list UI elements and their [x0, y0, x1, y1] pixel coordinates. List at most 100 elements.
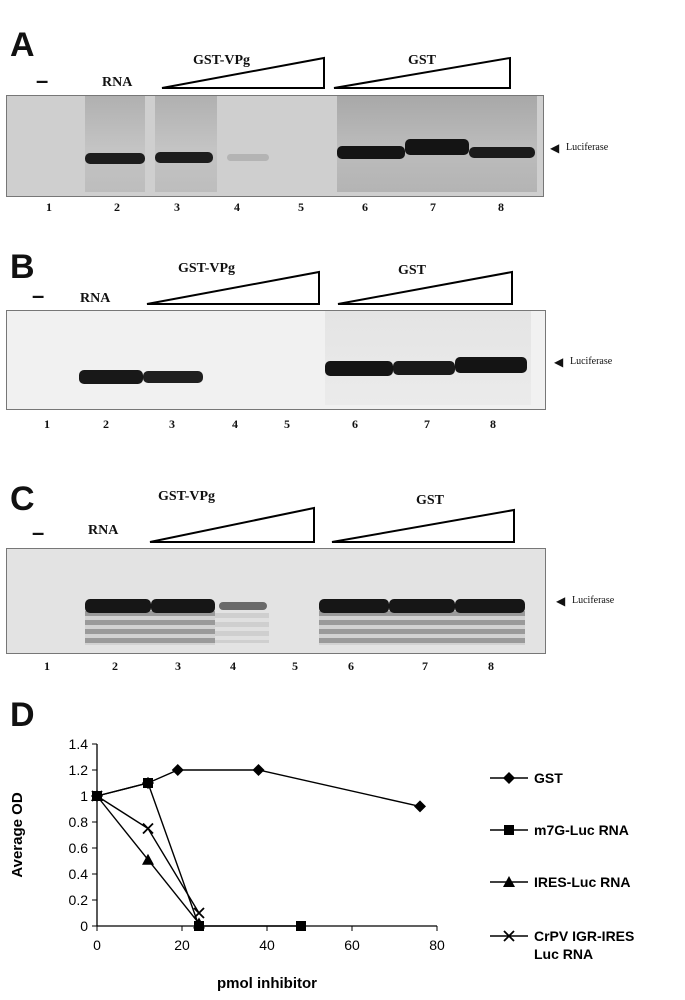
gel-band: [469, 147, 535, 158]
series-line-1: [96, 782, 301, 927]
gel-band: [85, 153, 145, 164]
x-tick-label: 60: [344, 937, 360, 953]
lane-number: 7: [430, 200, 436, 214]
lane-number: 6: [348, 659, 354, 673]
data-point: [193, 907, 205, 919]
lane-number: 6: [352, 417, 358, 431]
panel-b-minus: –: [32, 283, 45, 308]
panel-c-vpg-gradient-wedge: [149, 506, 315, 543]
panel-a-gst-label: GST: [408, 53, 437, 68]
lane-number: 3: [175, 659, 181, 673]
gel-smear: [319, 611, 525, 645]
gel-band: [389, 599, 455, 613]
x-tick-label: 40: [259, 937, 275, 953]
lane-number: 4: [230, 659, 236, 673]
lane-number: 8: [498, 200, 504, 214]
legend-marker: [503, 772, 515, 784]
panel-b-gst-label: GST: [398, 263, 427, 278]
lane-number: 1: [44, 417, 50, 431]
gel-band: [325, 361, 393, 376]
gel-band: [319, 599, 389, 613]
panel-a-gst-vpg-label: GST-VPg: [193, 53, 251, 68]
panel-c-gst-label: GST: [416, 493, 445, 508]
gel-band: [79, 370, 143, 384]
gel-band: [155, 152, 213, 163]
panel-a-arrow-icon: ◀: [550, 141, 560, 155]
legend-label: IRES-Luc RNA: [534, 874, 630, 890]
data-point: [142, 853, 154, 865]
gel-band-faint: [227, 154, 269, 161]
panel-b-arrow-icon: ◀: [554, 355, 564, 369]
gel-band: [85, 599, 151, 613]
data-point: [193, 917, 205, 929]
panel-b-vpg-gradient-wedge: [146, 270, 320, 305]
line-chart: 0 0.2 0.4 0.6 0.8 1 1.2 1.4 0 20 40 60 80 pmol inhibi…: [9, 736, 634, 992]
gel-band: [455, 599, 525, 613]
legend-label: Luc RNA: [534, 946, 593, 962]
panel-a-gel: [6, 95, 544, 197]
panel-c-arrow-icon: ◀: [556, 594, 566, 608]
y-tick-label: 0.2: [69, 892, 89, 908]
x-tick-label: 20: [174, 937, 190, 953]
panel-a-rna-label: RNA: [102, 75, 133, 90]
lane-number: 2: [112, 659, 118, 673]
panel-b-letter: B: [10, 248, 35, 286]
x-tick-label: 80: [429, 937, 445, 953]
x-tick-label: 0: [93, 937, 101, 953]
y-tick-label: 0: [80, 918, 88, 934]
gel-band: [219, 602, 267, 610]
lane-number: 7: [424, 417, 430, 431]
panel-a-vpg-gradient-wedge: [161, 56, 325, 89]
lane-number: 5: [292, 659, 298, 673]
lane-number: 8: [488, 659, 494, 673]
lane-number: 3: [174, 200, 180, 214]
lane-number: 2: [114, 200, 120, 214]
y-tick-label: 1.4: [69, 736, 89, 752]
panel-c-letter: C: [10, 480, 35, 518]
panel-a-luciferase-label: Luciferase: [566, 142, 609, 153]
panel-b-gel: [6, 310, 546, 410]
data-point: [142, 822, 154, 835]
lane-number: 8: [490, 417, 496, 431]
gel-band: [151, 599, 215, 613]
x-axis-label: pmol inhibitor: [217, 975, 317, 992]
gel-band: [143, 371, 203, 383]
panel-c-gel: [6, 548, 546, 654]
panel-c-minus: –: [32, 520, 45, 545]
lane-number: 7: [422, 659, 428, 673]
y-tick-label: 0.6: [69, 840, 89, 856]
legend-label: GST: [534, 770, 563, 786]
data-point: [91, 790, 103, 802]
y-tick-label: 0.4: [69, 866, 89, 882]
panel-c-luciferase-label: Luciferase: [572, 595, 615, 606]
gel-band: [455, 357, 527, 373]
data-point: [414, 800, 426, 813]
panel-b-luciferase-label: Luciferase: [570, 356, 613, 367]
lane-number: 6: [362, 200, 368, 214]
panel-b-rna-label: RNA: [80, 291, 111, 306]
data-point: [296, 921, 306, 931]
y-axis-label: Average OD: [9, 792, 26, 877]
panel-c-rna-label: RNA: [88, 523, 119, 538]
y-tick-label: 1: [80, 788, 88, 804]
lane-number: 1: [46, 200, 52, 214]
panel-a-letter: A: [10, 26, 35, 64]
lane-number: 5: [298, 200, 304, 214]
panel-b-gst-vpg-label: GST-VPg: [178, 261, 236, 276]
panel-d-letter: D: [10, 696, 35, 734]
y-tick-label: 0.8: [69, 814, 89, 830]
gel-smear: [215, 613, 269, 643]
panel-c-gst-gradient-wedge: [331, 508, 515, 543]
legend-marker: [503, 930, 515, 942]
legend-label: m7G-Luc RNA: [534, 822, 629, 838]
lane-number: 3: [169, 417, 175, 431]
legend-label: CrPV IGR-IRES: [534, 928, 634, 944]
data-point: [171, 764, 184, 776]
gel-smear: [85, 611, 215, 645]
legend-marker: [503, 876, 515, 887]
lane-number: 4: [232, 417, 238, 431]
panel-b-gst-gradient-wedge: [337, 270, 513, 305]
data-point: [252, 764, 265, 776]
gel-band: [337, 146, 405, 159]
y-tick-label: 1.2: [69, 762, 89, 778]
